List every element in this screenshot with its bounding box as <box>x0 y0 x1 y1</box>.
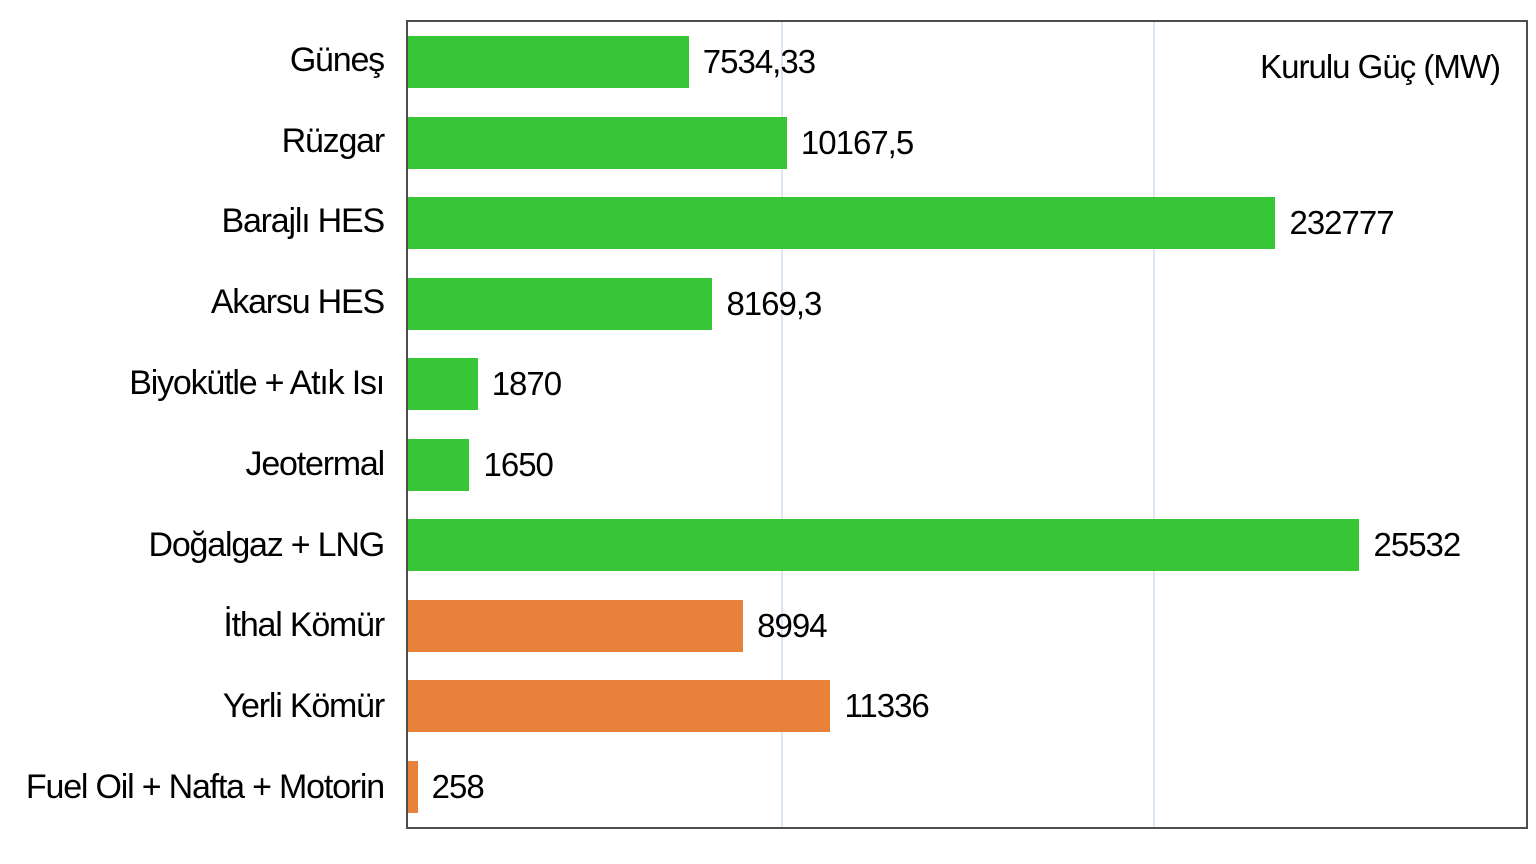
bar-row: 7534,33 <box>408 22 1526 103</box>
category-label: Akarsu HES <box>210 283 385 322</box>
bar <box>408 519 1360 571</box>
category-label: Güneş <box>289 40 385 79</box>
plot-area: Kurulu Güç (MW) 7534,33 10167,5 232777 8169… <box>406 20 1528 829</box>
bar-row: 1650 <box>408 425 1526 506</box>
bar-value-label: 11336 <box>844 687 929 725</box>
chart-title: Kurulu Güç (MW) <box>1260 48 1501 85</box>
category-label: Fuel Oil + Nafta + Motorin <box>25 768 385 807</box>
bar-row: 8169,3 <box>408 264 1526 345</box>
bar-value-label: 258 <box>431 767 485 805</box>
bar-row: 11336 <box>408 666 1526 747</box>
category-label: Doğalgaz + LNG <box>148 525 385 564</box>
bar <box>408 599 744 652</box>
bar-row: 1870 <box>408 344 1526 425</box>
bar-row: 10167,5 <box>408 103 1526 184</box>
bar-value-label: 1870 <box>491 365 562 403</box>
bar <box>408 36 689 88</box>
bar-row: 232777 <box>408 183 1526 264</box>
bar-value-label: 8994 <box>757 606 827 644</box>
bar <box>408 760 418 813</box>
category-label: Biyokütle + Atık Isı <box>129 364 385 403</box>
bar-value-label: 8169,3 <box>726 284 822 322</box>
bar-value-label: 25532 <box>1373 526 1461 564</box>
bar <box>408 358 478 410</box>
category-label: Barajlı HES <box>221 202 385 241</box>
bar <box>408 116 787 169</box>
category-label: Rüzgar <box>281 121 386 160</box>
category-label: İthal Kömür <box>223 606 385 645</box>
category-axis-labels: Güneş Rüzgar Barajlı HES Akarsu HES Biyokütl… <box>0 20 386 828</box>
bar-value-label: 10167,5 <box>800 123 914 161</box>
bar <box>408 197 1276 249</box>
bar-value-label: 7534,33 <box>702 43 816 81</box>
vertical-gridline <box>1153 22 1156 827</box>
vertical-gridline <box>780 22 783 827</box>
category-label: Yerli Kömür <box>222 687 385 726</box>
bar-value-label: 232777 <box>1289 204 1394 242</box>
bar-row: 258 <box>408 747 1526 828</box>
bar-row: 8994 <box>408 586 1526 667</box>
bar <box>408 438 470 491</box>
bar <box>408 277 713 330</box>
bar-value-label: 1650 <box>483 445 553 483</box>
bar-row: 25532 <box>408 505 1526 586</box>
category-label: Jeotermal <box>245 444 386 483</box>
bar <box>408 680 831 732</box>
bar-rows: 7534,33 10167,5 232777 8169,3 1870 1650 25532 8… <box>408 22 1526 827</box>
